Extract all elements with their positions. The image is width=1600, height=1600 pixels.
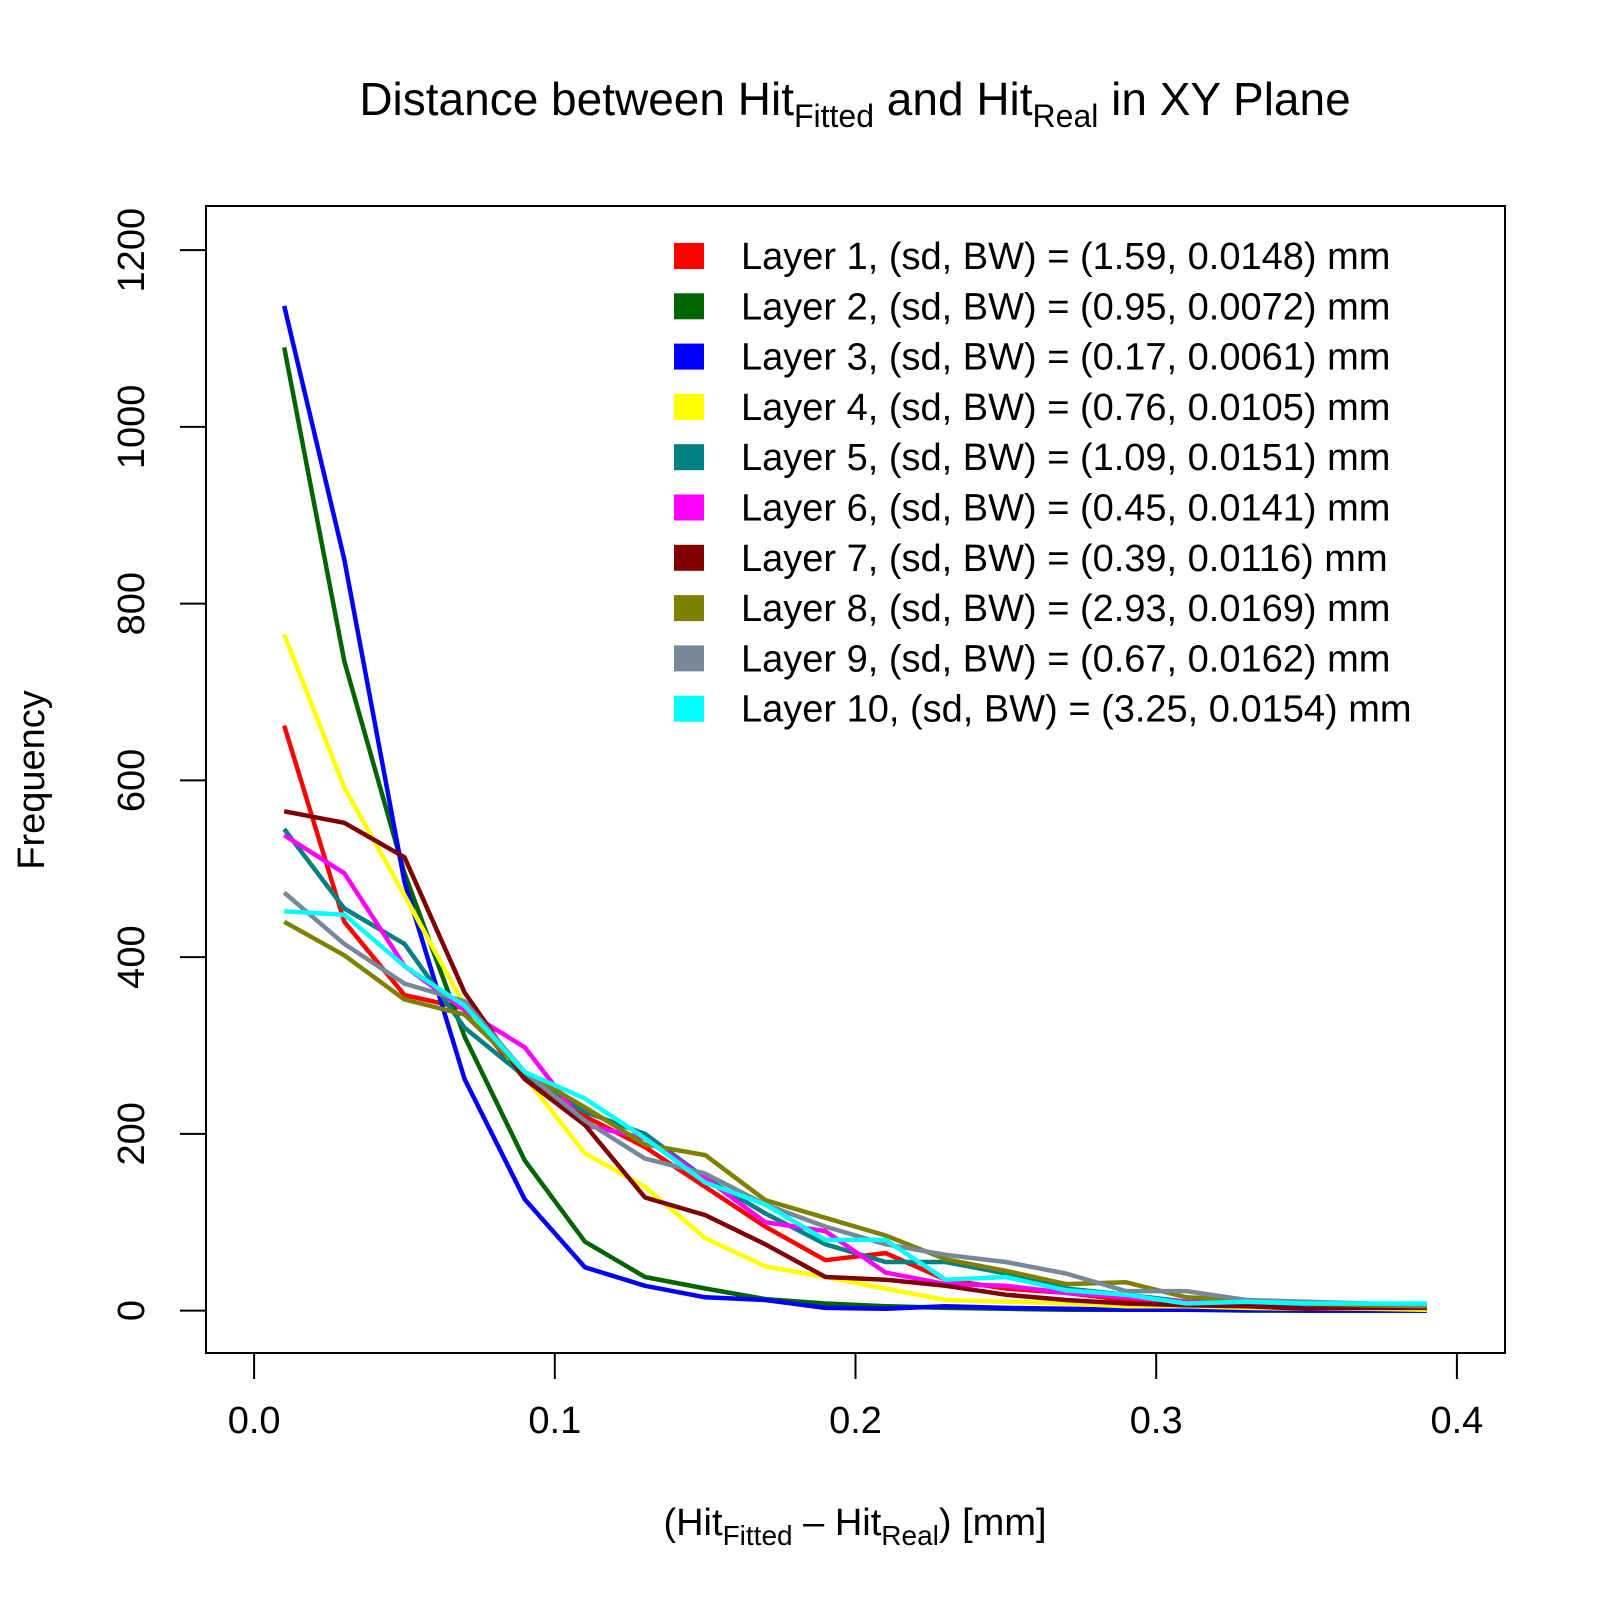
legend-label-layer-6: Layer 6, (sd, BW) = (0.45, 0.0141) mm — [741, 488, 1390, 530]
legend-swatch-layer-7 — [674, 544, 704, 571]
y-axis-label: Frequency — [11, 690, 53, 870]
legend-swatch-layer-9 — [674, 645, 704, 672]
chart-title: Distance between HitFitted and HitReal i… — [359, 73, 1350, 134]
legend-label-layer-10: Layer 10, (sd, BW) = (3.25, 0.0154) mm — [741, 689, 1412, 731]
series-line-layer-9 — [282, 890, 1427, 1308]
legend-swatch-layer-3 — [674, 343, 704, 370]
y-tick-label: 1200 — [111, 208, 153, 293]
legend-swatch-layer-10 — [674, 695, 704, 722]
x-axis: 0.0 0.1 0.2 0.3 0.4 — [228, 1352, 1483, 1442]
y-tick-label: 400 — [111, 925, 153, 988]
x-tick-label: 0.2 — [829, 1400, 882, 1442]
x-axis-label-part1: (Hit — [663, 1502, 723, 1544]
series-line-layer-8 — [283, 919, 1427, 1309]
y-axis: 0 200 400 600 800 1000 1200 — [111, 208, 207, 1321]
legend-swatch-layer-6 — [674, 494, 704, 521]
x-tick-label: 0.4 — [1430, 1400, 1483, 1442]
x-axis-label-subscript-fitted: Fitted — [723, 1520, 793, 1551]
series-lines — [281, 305, 1427, 1313]
legend-swatch-layer-4 — [674, 393, 704, 420]
y-tick-label: 0 — [111, 1300, 153, 1321]
x-axis-label-part2: – Hit — [793, 1502, 882, 1544]
legend-label-layer-4: Layer 4, (sd, BW) = (0.76, 0.0105) mm — [741, 387, 1390, 429]
x-tick-label: 0.0 — [228, 1400, 281, 1442]
y-tick-label: 800 — [111, 572, 153, 635]
legend-label-layer-3: Layer 3, (sd, BW) = (0.17, 0.0061) mm — [741, 337, 1390, 379]
x-tick-label: 0.3 — [1130, 1400, 1183, 1442]
legend-label-layer-8: Layer 8, (sd, BW) = (2.93, 0.0169) mm — [741, 588, 1390, 630]
legend-swatch-layer-5 — [674, 444, 704, 471]
chart-title-subscript-fitted: Fitted — [794, 98, 874, 134]
legend-swatch-layer-2 — [674, 293, 704, 320]
legend: Layer 1, (sd, BW) = (1.59, 0.0148) mm Lay… — [674, 236, 1412, 731]
legend-swatch-layer-8 — [674, 595, 704, 622]
series-line-layer-10 — [284, 908, 1427, 1306]
y-tick-label: 200 — [111, 1102, 153, 1165]
series-line-layer-7 — [283, 809, 1427, 1312]
legend-swatch-layer-1 — [674, 243, 704, 269]
y-tick-label: 600 — [111, 749, 153, 812]
legend-label-layer-2: Layer 2, (sd, BW) = (0.95, 0.0072) mm — [741, 286, 1390, 328]
chart-title-part3: in XY Plane — [1098, 73, 1350, 125]
chart-title-part2: and Hit — [874, 73, 1033, 125]
legend-label-layer-1: Layer 1, (sd, BW) = (1.59, 0.0148) mm — [741, 236, 1390, 278]
x-axis-label: (HitFitted – HitReal) [mm] — [663, 1502, 1046, 1551]
chart-title-subscript-real: Real — [1033, 98, 1099, 134]
x-axis-label-part3: ) [mm] — [939, 1502, 1047, 1544]
legend-label-layer-5: Layer 5, (sd, BW) = (1.09, 0.0151) mm — [741, 437, 1390, 479]
x-axis-label-subscript-real: Real — [881, 1520, 939, 1551]
chart-title-part1: Distance between Hit — [359, 73, 794, 125]
y-tick-label: 1000 — [111, 385, 153, 470]
legend-label-layer-9: Layer 9, (sd, BW) = (0.67, 0.0162) mm — [741, 638, 1390, 680]
x-tick-label: 0.1 — [528, 1400, 581, 1442]
legend-label-layer-7: Layer 7, (sd, BW) = (0.39, 0.0116) mm — [741, 538, 1388, 580]
